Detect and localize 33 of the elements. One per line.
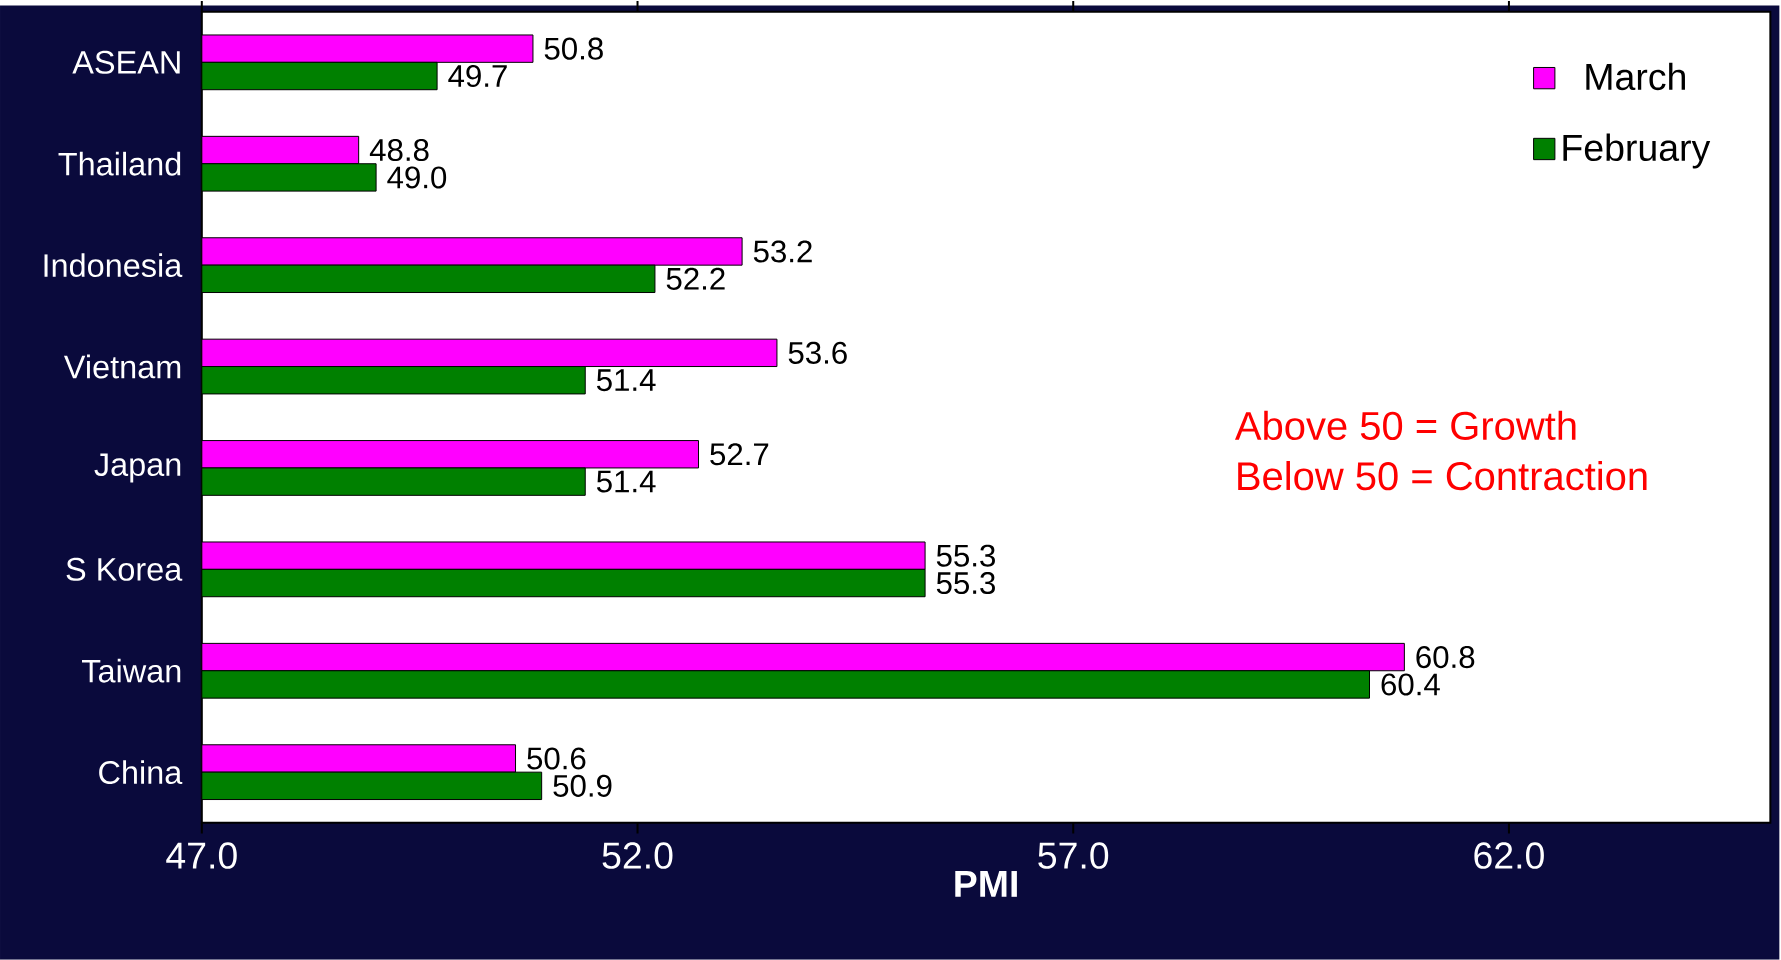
legend-label: February [1563, 133, 1711, 169]
data-label: 55.3 [936, 572, 995, 595]
y-tick-label: Japan [94, 453, 181, 483]
y-tick-label: Indonesia [44, 253, 183, 278]
x-axis-title: PMI [955, 871, 1017, 897]
legend-label: March [1586, 62, 1685, 91]
data-label: 50.9 [553, 774, 612, 798]
annotation: Above 50 = Growth [1234, 410, 1576, 441]
data-label: 60.4 [1381, 673, 1440, 696]
data-label: 48.8 [369, 139, 429, 162]
x-tick-label: 57.0 [1038, 842, 1109, 869]
y-tick-label: Taiwan [82, 658, 181, 683]
x-tick-label: 62.0 [1474, 842, 1544, 869]
x-tick-label: 47.0 [166, 842, 237, 869]
y-tick-label: Vietnam [63, 354, 181, 379]
data-label: 49.0 [387, 166, 447, 189]
y-tick-label: S Korea [66, 557, 183, 581]
data-label: 53.2 [753, 240, 812, 263]
data-label: 53.6 [788, 341, 847, 365]
data-label: 52.2 [666, 267, 725, 291]
data-label: 52.7 [710, 443, 769, 466]
data-label: 49.7 [448, 65, 507, 88]
data-label: 51.4 [596, 369, 656, 392]
annotation: Below 50 = Contraction [1238, 461, 1647, 491]
y-tick-label: Thailand [58, 151, 181, 176]
data-label: 50.6 [527, 747, 586, 770]
data-label: 51.4 [596, 470, 656, 493]
y-tick-label: China [99, 760, 183, 785]
data-label: 60.8 [1416, 646, 1475, 669]
x-tick-label: 52.0 [602, 842, 673, 869]
data-label: 50.8 [544, 37, 603, 60]
y-tick-label: ASEAN [72, 50, 180, 74]
data-label: 55.3 [936, 544, 995, 567]
